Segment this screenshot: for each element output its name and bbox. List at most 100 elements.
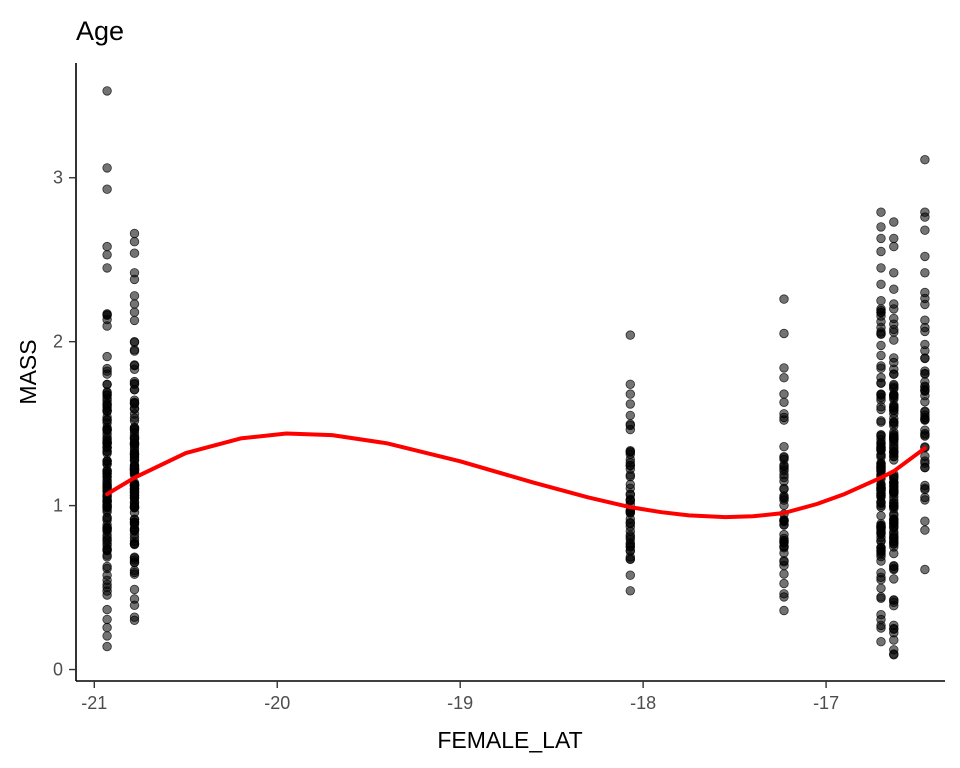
- scatter-point: [889, 601, 899, 611]
- scatter-point: [876, 350, 886, 361]
- scatter-point: [129, 438, 140, 448]
- scatter-point: [889, 401, 899, 412]
- scatter-point: [920, 495, 930, 505]
- scatter-point: [889, 369, 899, 379]
- scatter-point: [876, 329, 886, 340]
- scatter-point: [102, 631, 112, 641]
- y-axis-title: MASS: [15, 339, 41, 404]
- scatter-point: [920, 299, 930, 310]
- scatter-point: [102, 561, 112, 572]
- x-tick-label: -21: [81, 693, 107, 713]
- scatter-point: [102, 241, 112, 252]
- scatter-point: [129, 345, 140, 355]
- scatter-point: [876, 593, 886, 604]
- scatter-point: [779, 605, 789, 616]
- scatter-point: [625, 554, 636, 565]
- scatter-point: [920, 251, 930, 262]
- scatter-point: [889, 284, 899, 294]
- scatter-point: [102, 163, 112, 173]
- x-tick-label: -17: [813, 693, 839, 713]
- scatter-point: [889, 268, 899, 278]
- scatter-point: [102, 438, 112, 449]
- scatter-point: [779, 500, 789, 511]
- scatter-point: [876, 536, 886, 546]
- scatter-point: [779, 389, 789, 399]
- scatter-point: [625, 379, 636, 390]
- scatter-point: [876, 568, 886, 578]
- scatter-point: [625, 330, 636, 340]
- scatter-point: [876, 296, 886, 306]
- scatter-point: [779, 476, 789, 487]
- scatter-point: [889, 233, 899, 244]
- scatter-point: [779, 543, 789, 553]
- scatter-point: [779, 560, 789, 571]
- scatter-point: [779, 328, 789, 339]
- scatter-point: [102, 263, 112, 273]
- scatter-point: [779, 363, 789, 373]
- scatter-point: [889, 645, 899, 655]
- scatter-point: [876, 233, 886, 244]
- scatter-point: [876, 263, 886, 273]
- scatter-point: [625, 389, 636, 399]
- scatter-point: [102, 641, 112, 652]
- scatter-point: [625, 399, 636, 409]
- scatter-point: [102, 622, 112, 633]
- scatter-point: [876, 402, 886, 412]
- x-tick-label: -20: [264, 693, 290, 713]
- scatter-point: [889, 635, 899, 645]
- scatter-point: [889, 486, 899, 496]
- scatter-point: [920, 385, 930, 396]
- scatter-point: [102, 471, 112, 482]
- scatter-point: [920, 483, 930, 493]
- scatter-point: [129, 291, 140, 301]
- scatter-point: [889, 335, 899, 345]
- scatter-point: [920, 225, 930, 235]
- scatter-point: [920, 207, 930, 217]
- scatter-point: [876, 246, 886, 257]
- scatter-point: [889, 439, 899, 450]
- y-tick-label: 2: [53, 332, 63, 352]
- scatter-point: [129, 612, 140, 622]
- scatter-point: [876, 620, 886, 631]
- scatter-point: [920, 458, 930, 468]
- scatter-point: [129, 452, 140, 462]
- scatter-point: [920, 377, 930, 387]
- scatter-point: [779, 442, 789, 452]
- scatter-point: [779, 466, 789, 476]
- scatter-point: [889, 299, 899, 309]
- scatter-point: [102, 379, 112, 390]
- scatter-point: [102, 457, 112, 467]
- scatter-point: [129, 600, 140, 611]
- scatter-point: [889, 413, 899, 424]
- scatter-point: [129, 565, 140, 576]
- scatter-point: [129, 584, 140, 595]
- scatter-point: [129, 464, 140, 475]
- scatter-point: [625, 483, 636, 494]
- scatter-point: [876, 279, 886, 290]
- scatter-point: [129, 397, 140, 408]
- x-axis-ticks: -21 -20 -19 -18 -17: [81, 681, 839, 713]
- y-tick-label: 1: [53, 496, 63, 516]
- scatter-point: [889, 620, 899, 631]
- scatter-point: [889, 561, 899, 571]
- scatter-point: [876, 637, 886, 647]
- scatter-point: [102, 604, 112, 615]
- scatter-point: [102, 546, 112, 556]
- x-tick-label: -18: [630, 693, 656, 713]
- scatter-point: [102, 570, 112, 581]
- scatter-point: [920, 366, 930, 376]
- scatter-point: [889, 379, 899, 390]
- scatter-point: [779, 454, 789, 465]
- scatter-point: [129, 315, 140, 326]
- scatter-point: [129, 299, 140, 309]
- scatter-point: [920, 516, 930, 526]
- scatter-point: [102, 418, 112, 428]
- scatter-point: [129, 268, 140, 278]
- scatter-point: [779, 294, 789, 304]
- scatter-point: [779, 484, 789, 495]
- scatter-point: [876, 511, 886, 521]
- scatter-point: [889, 533, 899, 544]
- scatter-point: [779, 569, 789, 579]
- scatter-point: [920, 154, 930, 165]
- scatter-point: [102, 515, 112, 525]
